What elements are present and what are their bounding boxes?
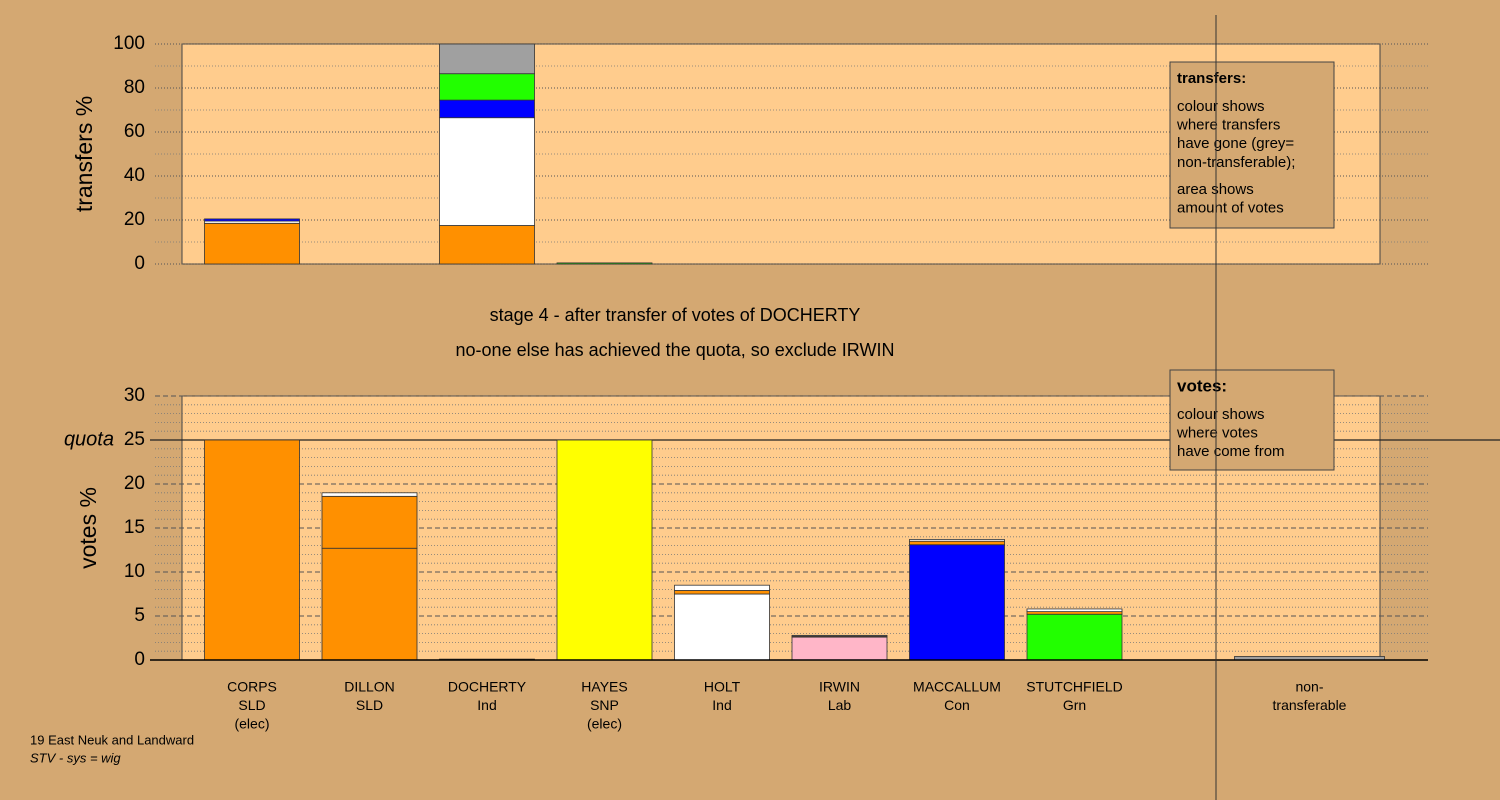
stage-note: no-one else has achieved the quota, so e… xyxy=(456,340,895,360)
x-tick-label: IRWIN xyxy=(819,679,860,695)
x-tick-label: (elec) xyxy=(234,716,269,732)
x-tick-label: SNP xyxy=(590,697,619,713)
note-text: have come from xyxy=(1177,443,1285,460)
quota-label: quota xyxy=(64,428,114,450)
x-tick-label: (elec) xyxy=(587,716,622,732)
note-box xyxy=(1169,61,1335,229)
note-text: area shows xyxy=(1177,181,1254,198)
y-tick-label: 15 xyxy=(124,517,145,538)
x-tick-label: HOLT xyxy=(704,679,741,695)
note-text: colour shows xyxy=(1177,98,1265,115)
x-tick-label: Grn xyxy=(1063,697,1086,713)
x-tick-label: Ind xyxy=(712,697,731,713)
bar-segment xyxy=(204,218,300,222)
y-axis-label: transfers % xyxy=(71,96,97,212)
y-tick-label: 30 xyxy=(124,385,145,406)
x-tick-label: Lab xyxy=(828,697,852,713)
bar-segment xyxy=(556,262,653,265)
x-tick-label: transferable xyxy=(1273,697,1347,713)
bar-segment xyxy=(439,117,535,226)
x-tick-label: SLD xyxy=(356,697,383,713)
note-title: transfers: xyxy=(1177,70,1246,87)
bar-segment xyxy=(674,584,770,591)
note-title: votes: xyxy=(1177,376,1227,395)
y-tick-label: 0 xyxy=(134,253,145,274)
note-text: where transfers xyxy=(1176,117,1280,134)
bar-segment xyxy=(321,547,418,661)
footer-system: STV - sys = wig xyxy=(30,750,121,765)
bar-segment xyxy=(439,73,535,101)
y-tick-label: 60 xyxy=(124,121,145,142)
x-tick-label: Con xyxy=(944,697,970,713)
y-tick-label: 0 xyxy=(134,649,145,670)
bar-segment xyxy=(909,539,1005,542)
bar-segment xyxy=(439,99,535,119)
bar-segment xyxy=(204,222,300,265)
footer-area: 19 East Neuk and Landward xyxy=(30,732,194,747)
note-text: amount of votes xyxy=(1177,199,1284,216)
y-tick-label: 10 xyxy=(124,561,145,582)
bar-segment xyxy=(791,636,888,661)
y-tick-label: 20 xyxy=(124,473,145,494)
x-tick-label: CORPS xyxy=(227,679,277,695)
bar-segment xyxy=(439,225,535,265)
bar-segment xyxy=(1026,613,1123,661)
y-tick-label: 20 xyxy=(124,209,145,230)
bar-segment xyxy=(556,439,653,661)
y-axis-label: votes % xyxy=(75,487,101,569)
bar-segment xyxy=(439,43,535,75)
x-tick-label: DOCHERTY xyxy=(448,679,527,695)
bar-segment xyxy=(321,492,418,497)
note-text: colour shows xyxy=(1177,406,1265,423)
note-text: where votes xyxy=(1176,425,1258,442)
y-tick-label: 100 xyxy=(113,33,145,54)
bar-segment xyxy=(791,634,888,637)
x-tick-label: non- xyxy=(1295,679,1323,695)
x-tick-label: STUTCHFIELD xyxy=(1026,679,1122,695)
bar-segment xyxy=(204,439,300,661)
stage-title: stage 4 - after transfer of votes of DOC… xyxy=(490,305,861,325)
y-tick-label: 5 xyxy=(134,605,145,626)
bar-segment xyxy=(909,540,1005,546)
y-tick-label: 80 xyxy=(124,77,145,98)
x-tick-label: DILLON xyxy=(344,679,395,695)
y-tick-label: 25 xyxy=(124,429,145,450)
bar-segment xyxy=(1026,608,1123,613)
y-tick-label: 40 xyxy=(124,165,145,186)
bar-segment xyxy=(674,590,770,595)
note-box xyxy=(1169,369,1335,471)
bar-segment xyxy=(909,544,1005,661)
bar-segment xyxy=(674,593,770,661)
note-text: non-transferable); xyxy=(1177,154,1295,171)
x-tick-label: Ind xyxy=(477,697,496,713)
x-tick-label: MACCALLUM xyxy=(913,679,1001,695)
note-text: have gone (grey= xyxy=(1177,135,1294,152)
bar-segment xyxy=(321,495,418,549)
x-tick-label: HAYES xyxy=(581,679,627,695)
x-tick-label: SLD xyxy=(238,697,265,713)
